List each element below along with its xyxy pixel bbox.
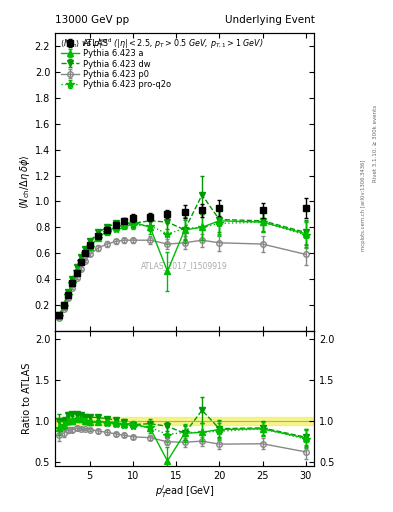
Bar [55,417,314,425]
X-axis label: $p_T^l\!$ead [GeV]: $p_T^l\!$ead [GeV] [155,483,215,500]
Text: 13000 GeV pp: 13000 GeV pp [55,14,129,25]
Text: Underlying Event: Underlying Event [224,14,314,25]
Text: Rivet 3.1.10, ≥ 300k events: Rivet 3.1.10, ≥ 300k events [373,105,378,182]
Text: ATLAS_2017_I1509919: ATLAS_2017_I1509919 [141,261,228,270]
Legend: ATLAS, Pythia 6.423 a, Pythia 6.423 dw, Pythia 6.423 p0, Pythia 6.423 pro-q2o: ATLAS, Pythia 6.423 a, Pythia 6.423 dw, … [57,36,174,93]
Text: mcplots.cern.ch [arXiv:1306.3436]: mcplots.cern.ch [arXiv:1306.3436] [361,159,366,250]
Y-axis label: $\langle N_\mathrm{ch} / \Delta\eta\,\delta\phi \rangle$: $\langle N_\mathrm{ch} / \Delta\eta\,\de… [18,155,32,209]
Text: $\langle N_\mathrm{ch}\rangle$ vs $p_T^\mathrm{lead}$ ($|\eta|<2.5$, $p_T>0.5$ G: $\langle N_\mathrm{ch}\rangle$ vs $p_T^\… [60,36,264,51]
Y-axis label: Ratio to ATLAS: Ratio to ATLAS [22,362,32,434]
